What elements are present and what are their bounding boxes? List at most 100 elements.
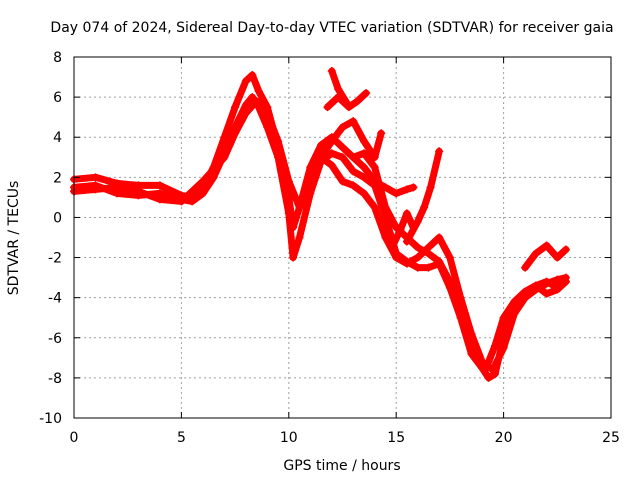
plot-area xyxy=(70,67,570,382)
data-point-marker xyxy=(409,223,418,232)
data-point-marker xyxy=(248,71,257,80)
data-point-marker xyxy=(188,197,197,206)
data-point-marker xyxy=(155,181,164,190)
x-tick-label: 10 xyxy=(280,430,298,446)
data-point-marker xyxy=(284,177,293,186)
data-point-marker xyxy=(392,189,401,198)
chart-title: Day 074 of 2024, Sidereal Day-to-day VTE… xyxy=(50,20,613,36)
data-point-marker xyxy=(241,77,250,86)
data-point-marker xyxy=(413,217,422,226)
y-tick-label: 2 xyxy=(53,170,62,186)
data-point-marker xyxy=(248,93,257,102)
data-point-marker xyxy=(231,103,240,112)
data-point-marker xyxy=(263,109,272,118)
y-tick-label: 6 xyxy=(53,90,62,106)
data-point-marker xyxy=(402,237,411,246)
data-point-marker xyxy=(542,289,551,298)
x-axis-label: GPS time / hours xyxy=(283,458,400,474)
data-point-marker xyxy=(381,213,390,222)
data-point-marker xyxy=(349,153,358,162)
data-point-marker xyxy=(327,67,336,76)
data-point-marker xyxy=(561,277,570,286)
x-tick-label: 25 xyxy=(602,430,620,446)
data-point-marker xyxy=(220,153,229,162)
data-point-marker xyxy=(306,173,315,182)
data-point-marker xyxy=(402,209,411,218)
data-point-marker xyxy=(327,161,336,170)
data-point-marker xyxy=(420,203,429,212)
data-point-marker xyxy=(553,275,562,284)
x-tick-label: 20 xyxy=(495,430,513,446)
data-point-marker xyxy=(499,343,508,352)
data-point-marker xyxy=(349,181,358,190)
data-point-marker xyxy=(445,283,454,292)
series-track-10 xyxy=(521,242,570,272)
data-point-marker xyxy=(327,149,336,158)
data-point-marker xyxy=(435,259,444,268)
data-point-marker xyxy=(338,177,347,186)
data-point-marker xyxy=(531,249,540,258)
data-point-marker xyxy=(359,173,368,182)
x-tick-label: 0 xyxy=(70,430,79,446)
data-point-marker xyxy=(435,147,444,156)
data-point-marker xyxy=(317,141,326,150)
data-point-marker xyxy=(231,129,240,138)
data-point-marker xyxy=(274,137,283,146)
x-tick-label: 15 xyxy=(387,430,405,446)
data-point-marker xyxy=(467,329,476,338)
data-point-marker xyxy=(284,209,293,218)
data-point-marker xyxy=(396,225,405,234)
data-point-marker xyxy=(424,263,433,272)
data-point-marker xyxy=(370,163,379,172)
y-tick-label: 4 xyxy=(53,130,62,146)
data-point-marker xyxy=(91,185,100,194)
data-point-marker xyxy=(220,133,229,142)
data-point-marker xyxy=(413,243,422,252)
data-point-marker xyxy=(349,117,358,126)
data-point-marker xyxy=(349,167,358,176)
series-track-3 xyxy=(70,97,570,374)
data-point-marker xyxy=(456,293,465,302)
data-point-marker xyxy=(499,313,508,322)
data-point-marker xyxy=(370,153,379,162)
data-point-marker xyxy=(155,195,164,204)
data-point-marker xyxy=(327,137,336,146)
data-point-marker xyxy=(338,153,347,162)
data-point-marker xyxy=(542,277,551,286)
data-point-marker xyxy=(402,185,411,194)
data-point-marker xyxy=(392,253,401,262)
axis-ticks xyxy=(73,56,612,419)
data-point-marker xyxy=(353,97,362,106)
data-point-marker xyxy=(338,123,347,132)
y-tick-label: -8 xyxy=(48,371,62,387)
data-point-marker xyxy=(342,99,351,108)
data-point-marker xyxy=(323,103,332,112)
data-point-marker xyxy=(134,187,143,196)
data-point-marker xyxy=(478,357,487,366)
y-tick-label: 8 xyxy=(53,50,62,66)
data-point-marker xyxy=(295,233,304,242)
y-tick-label: 0 xyxy=(53,210,62,226)
data-point-marker xyxy=(413,263,422,272)
series-track-1 xyxy=(70,71,570,382)
data-point-marker xyxy=(553,285,562,294)
plot-frame xyxy=(73,56,612,419)
series-track-9 xyxy=(388,209,417,251)
data-point-marker xyxy=(531,281,540,290)
data-point-marker xyxy=(553,253,562,262)
data-point-marker xyxy=(241,109,250,118)
x-tick-label: 5 xyxy=(177,430,186,446)
data-point-marker xyxy=(338,143,347,152)
data-point-marker xyxy=(359,163,368,172)
data-point-marker xyxy=(377,129,386,138)
data-point-marker xyxy=(317,153,326,162)
data-point-marker xyxy=(491,341,500,350)
axis-tick-labels: 0 5 10 15 20 25 -10 -8 -6 -4 -2 0 2 4 6 8 xyxy=(39,50,620,446)
data-point-marker xyxy=(387,243,396,252)
y-axis-label: SDTVAR / TECUs xyxy=(6,181,22,296)
data-point-marker xyxy=(542,241,551,250)
data-point-marker xyxy=(359,149,368,158)
data-point-marker xyxy=(402,259,411,268)
data-point-marker xyxy=(445,253,454,262)
